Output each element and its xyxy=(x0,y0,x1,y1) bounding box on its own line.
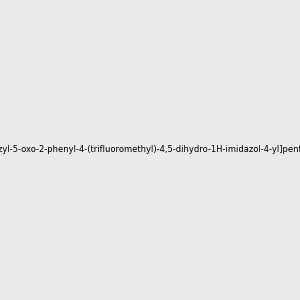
Text: N-[1-benzyl-5-oxo-2-phenyl-4-(trifluoromethyl)-4,5-dihydro-1H-imidazol-4-yl]pent: N-[1-benzyl-5-oxo-2-phenyl-4-(trifluorom… xyxy=(0,146,300,154)
